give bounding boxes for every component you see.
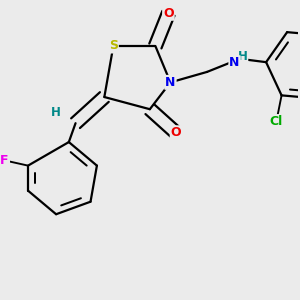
Text: H: H — [238, 50, 247, 63]
Text: Cl: Cl — [270, 115, 283, 128]
Text: F: F — [0, 154, 9, 167]
Text: N: N — [230, 56, 240, 69]
Text: O: O — [163, 7, 174, 20]
Text: O: O — [171, 126, 181, 139]
Text: H: H — [51, 106, 61, 119]
Text: N: N — [165, 76, 176, 89]
Text: S: S — [109, 40, 118, 52]
